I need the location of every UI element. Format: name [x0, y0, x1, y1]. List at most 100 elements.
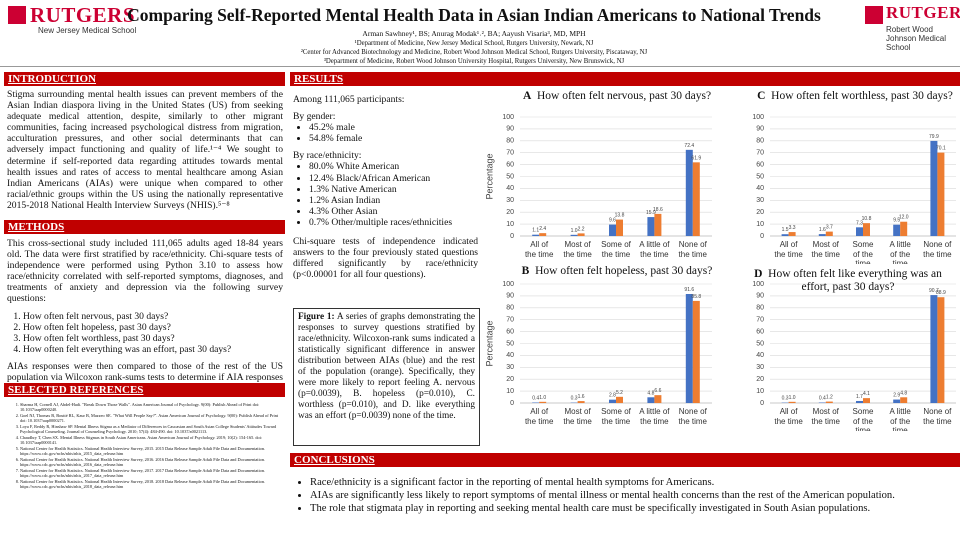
x-tick-label: Most of the time [563, 407, 592, 426]
x-tick-label-box: A little of the time [639, 407, 669, 426]
x-tick-label: None of the time [923, 407, 952, 426]
value-label: 18.6 [653, 207, 663, 213]
value-label: 0.4 [819, 396, 826, 402]
y-tick-label: 30 [506, 364, 514, 371]
y-tick-label: 30 [756, 364, 764, 371]
affiliations: ¹Department of Medicine, New Jersey Medi… [112, 39, 836, 66]
y-tick-label: 90 [756, 126, 764, 133]
value-label: 90.7 [929, 288, 939, 294]
bar [930, 140, 938, 236]
value-label: 0.3 [571, 396, 578, 402]
value-label: 1.2 [826, 395, 833, 401]
bar [825, 231, 833, 236]
y-tick-label: 40 [756, 352, 764, 359]
x-tick-label: Most of the time [811, 240, 841, 259]
value-label: 2.4 [539, 226, 546, 232]
bar [825, 401, 833, 403]
reference: National Center for Health Statistics. N… [20, 468, 284, 478]
y-tick-label: 100 [502, 281, 514, 288]
y-tick-label: 70 [756, 150, 764, 157]
methods-text: This cross-sectional study included 111,… [7, 238, 283, 305]
x-tick-label-box: Most of the time [812, 407, 840, 426]
left-logo: RUTGERS [30, 3, 136, 27]
x-tick-label-box: Some of the time [852, 407, 874, 431]
y-axis-label: Percentage [484, 153, 494, 199]
authors: Arman Sawhney¹, BS; Anurag Modak¹˒², BA;… [362, 29, 586, 38]
y-tick-label: 100 [752, 281, 764, 288]
x-tick-label-box: A little of the time [890, 407, 911, 431]
y-tick-label: 100 [752, 114, 764, 121]
results-intro: Among 111,065 participants: [293, 94, 405, 105]
race-item: 4.3% Other Asian [309, 206, 478, 217]
question-list: How often felt nervous, past 30 days? Ho… [7, 311, 283, 355]
x-tick-label-box: Some of the time [601, 407, 631, 426]
x-tick-label: All of the time [524, 407, 554, 426]
value-label: 72.4 [684, 143, 694, 149]
x-tick-label-box: None of the time [923, 407, 952, 426]
bar [863, 223, 870, 236]
value-label: 4.8 [647, 390, 654, 396]
value-label: 9.5 [893, 218, 900, 224]
bar [692, 300, 700, 403]
question: How often felt hopeless, past 30 days? [23, 322, 283, 333]
affiliation: ¹Department of Medicine, New Jersey Medi… [354, 40, 594, 47]
y-tick-label: 60 [756, 328, 764, 335]
y-tick-label: 70 [506, 317, 514, 324]
value-label: 4.8 [900, 390, 907, 396]
gender-item: 45.2% male [309, 122, 478, 133]
bar [893, 399, 901, 403]
value-label: 4.1 [863, 391, 870, 397]
value-label: 1.6 [819, 227, 826, 233]
y-tick-label: 80 [756, 138, 764, 145]
y-tick-label: 10 [506, 221, 514, 228]
y-tick-label: 0 [760, 400, 764, 407]
y-tick-label: 80 [506, 138, 514, 145]
chart-title-text: How often felt like everything was an ef… [768, 268, 942, 293]
conclusion-list: Race/ethnicity is a significant factor i… [294, 476, 954, 515]
value-label: 0.3 [782, 396, 789, 402]
question: How often felt everything was an effort,… [23, 344, 283, 355]
y-tick-label: 40 [506, 352, 514, 359]
y-tick-label: 60 [506, 161, 514, 168]
y-tick-label: 50 [506, 173, 514, 180]
bar [788, 401, 796, 403]
value-label: 1.0 [539, 395, 546, 401]
bar [937, 297, 945, 403]
chart-title-box: C How often felt worthless, past 30 days… [757, 90, 953, 102]
x-tick-label: A little of the time [889, 240, 911, 264]
chart-title: D How often felt like everything was an … [748, 268, 948, 294]
caption-label: Figure 1: [298, 312, 335, 322]
bar [609, 399, 616, 403]
bar [893, 224, 901, 236]
header-rule [0, 66, 960, 67]
bar [818, 234, 826, 236]
race-item: 80.0% White American [309, 161, 478, 172]
poster-title: Comparing Self-Reported Mental Health Da… [127, 5, 821, 25]
y-tick-label: 40 [506, 185, 514, 192]
bar [616, 396, 623, 403]
left-school: New Jersey Medical School [38, 26, 137, 35]
bar [539, 401, 547, 403]
bar [937, 152, 945, 236]
y-tick-label: 50 [506, 340, 514, 347]
chart-title-box: B How often felt hopeless, past 30 days? [522, 265, 713, 277]
y-tick-label: 50 [756, 340, 764, 347]
x-tick-label: None of the time [678, 407, 708, 426]
bar [900, 221, 908, 236]
gender-list: 45.2% male 54.8% female [293, 122, 478, 144]
methods-body: This cross-sectional study included 111,… [7, 238, 283, 394]
x-tick-label: Some of the time [852, 407, 874, 431]
value-label: 1.7 [856, 394, 863, 400]
race-item: 12.4% Black/African American [309, 173, 478, 184]
y-tick-label: 80 [756, 305, 764, 312]
y-axis-label: Percentage [484, 320, 494, 366]
conclusion: AIAs are significantly less likely to re… [310, 489, 954, 502]
section-heading: CONCLUSIONS [290, 453, 960, 467]
value-label: 3.7 [826, 225, 833, 231]
bar [647, 397, 655, 403]
y-tick-label: 20 [506, 209, 514, 216]
gender-item: 54.8% female [309, 133, 478, 144]
reference: Chaudhry T, Chen SX. Mental Illness Stig… [20, 435, 284, 445]
section-heading: INTRODUCTION [4, 72, 285, 86]
